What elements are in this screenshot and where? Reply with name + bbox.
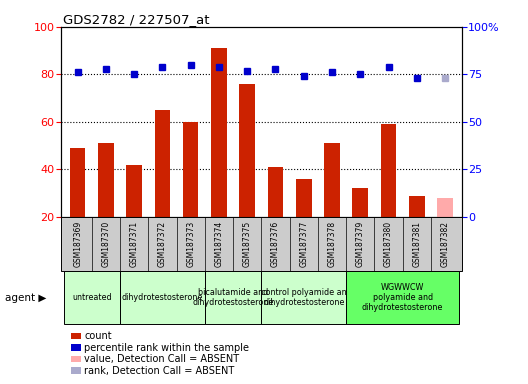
Bar xyxy=(437,198,453,217)
Text: GSM187380: GSM187380 xyxy=(384,221,393,267)
Text: GSM187370: GSM187370 xyxy=(101,221,110,267)
Bar xyxy=(324,143,340,217)
Text: GSM187373: GSM187373 xyxy=(186,221,195,267)
Text: GDS2782 / 227507_at: GDS2782 / 227507_at xyxy=(63,13,210,26)
Text: GSM187369: GSM187369 xyxy=(73,221,82,267)
Bar xyxy=(409,195,425,217)
Text: bicalutamide and
dihydrotestosterone: bicalutamide and dihydrotestosterone xyxy=(192,288,274,307)
Bar xyxy=(183,122,199,217)
Text: GSM187377: GSM187377 xyxy=(299,221,308,267)
Text: dihydrotestosterone: dihydrotestosterone xyxy=(122,293,203,302)
Bar xyxy=(353,189,368,217)
Text: GSM187382: GSM187382 xyxy=(440,221,449,267)
Text: untreated: untreated xyxy=(72,293,111,302)
Text: GSM187372: GSM187372 xyxy=(158,221,167,267)
Text: agent ▶: agent ▶ xyxy=(5,293,46,303)
Bar xyxy=(155,110,170,217)
Bar xyxy=(381,124,397,217)
Text: GSM187374: GSM187374 xyxy=(214,221,223,267)
Bar xyxy=(70,148,86,217)
Bar xyxy=(126,165,142,217)
Text: GSM187375: GSM187375 xyxy=(243,221,252,267)
Bar xyxy=(211,48,227,217)
Bar xyxy=(240,84,255,217)
Text: rank, Detection Call = ABSENT: rank, Detection Call = ABSENT xyxy=(84,366,235,376)
Text: percentile rank within the sample: percentile rank within the sample xyxy=(84,343,250,353)
Text: GSM187371: GSM187371 xyxy=(130,221,139,267)
Text: value, Detection Call = ABSENT: value, Detection Call = ABSENT xyxy=(84,354,240,364)
Bar xyxy=(296,179,312,217)
Bar xyxy=(268,167,283,217)
Text: GSM187378: GSM187378 xyxy=(327,221,336,267)
Text: WGWWCW
polyamide and
dihydrotestosterone: WGWWCW polyamide and dihydrotestosterone xyxy=(362,283,444,313)
Text: GSM187376: GSM187376 xyxy=(271,221,280,267)
Text: GSM187379: GSM187379 xyxy=(356,221,365,267)
Text: control polyamide an
dihydrotestosterone: control polyamide an dihydrotestosterone xyxy=(261,288,346,307)
Bar xyxy=(98,143,114,217)
Text: GSM187381: GSM187381 xyxy=(412,221,421,267)
Text: count: count xyxy=(84,331,112,341)
